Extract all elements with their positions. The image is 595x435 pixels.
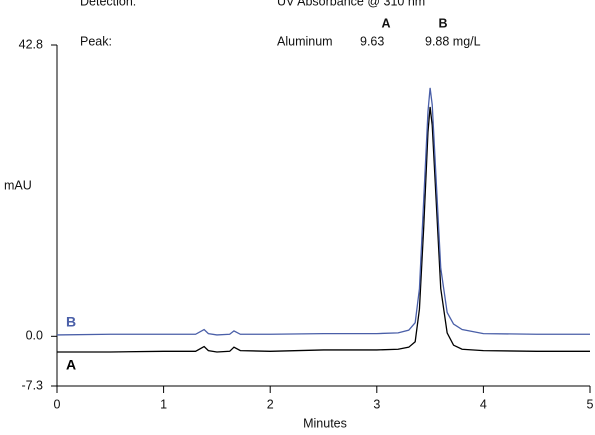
x-tick-label: 5 bbox=[587, 397, 594, 411]
detection-label: Detection: bbox=[80, 0, 136, 8]
x-tick-label: 2 bbox=[267, 397, 274, 411]
peak-b: 9.88 mg/L bbox=[425, 34, 481, 48]
column-b: B bbox=[438, 16, 447, 30]
x-tick-label: 4 bbox=[480, 397, 487, 411]
peak-name: Aluminum bbox=[277, 34, 333, 48]
peak-a: 9.63 bbox=[360, 34, 384, 48]
x-tick-label: 0 bbox=[54, 397, 61, 411]
y-tick-label: 0.0 bbox=[26, 329, 43, 343]
series-line bbox=[56, 87, 590, 336]
detection-value: UV Absorbance @ 310 nm bbox=[277, 0, 425, 8]
x-tick-label: 3 bbox=[373, 397, 380, 411]
x-axis-label: Minutes bbox=[303, 416, 347, 430]
y-tick-label: -7.3 bbox=[21, 378, 43, 392]
y-tick-label: 42.8 bbox=[19, 37, 43, 51]
y-axis-label: mAU bbox=[4, 178, 32, 192]
x-tick-label: 1 bbox=[160, 397, 167, 411]
column-a: A bbox=[381, 16, 390, 30]
peak-label: Peak: bbox=[80, 34, 112, 48]
series-label: B bbox=[66, 314, 76, 330]
series-line bbox=[57, 106, 590, 353]
series-label: A bbox=[66, 357, 76, 373]
